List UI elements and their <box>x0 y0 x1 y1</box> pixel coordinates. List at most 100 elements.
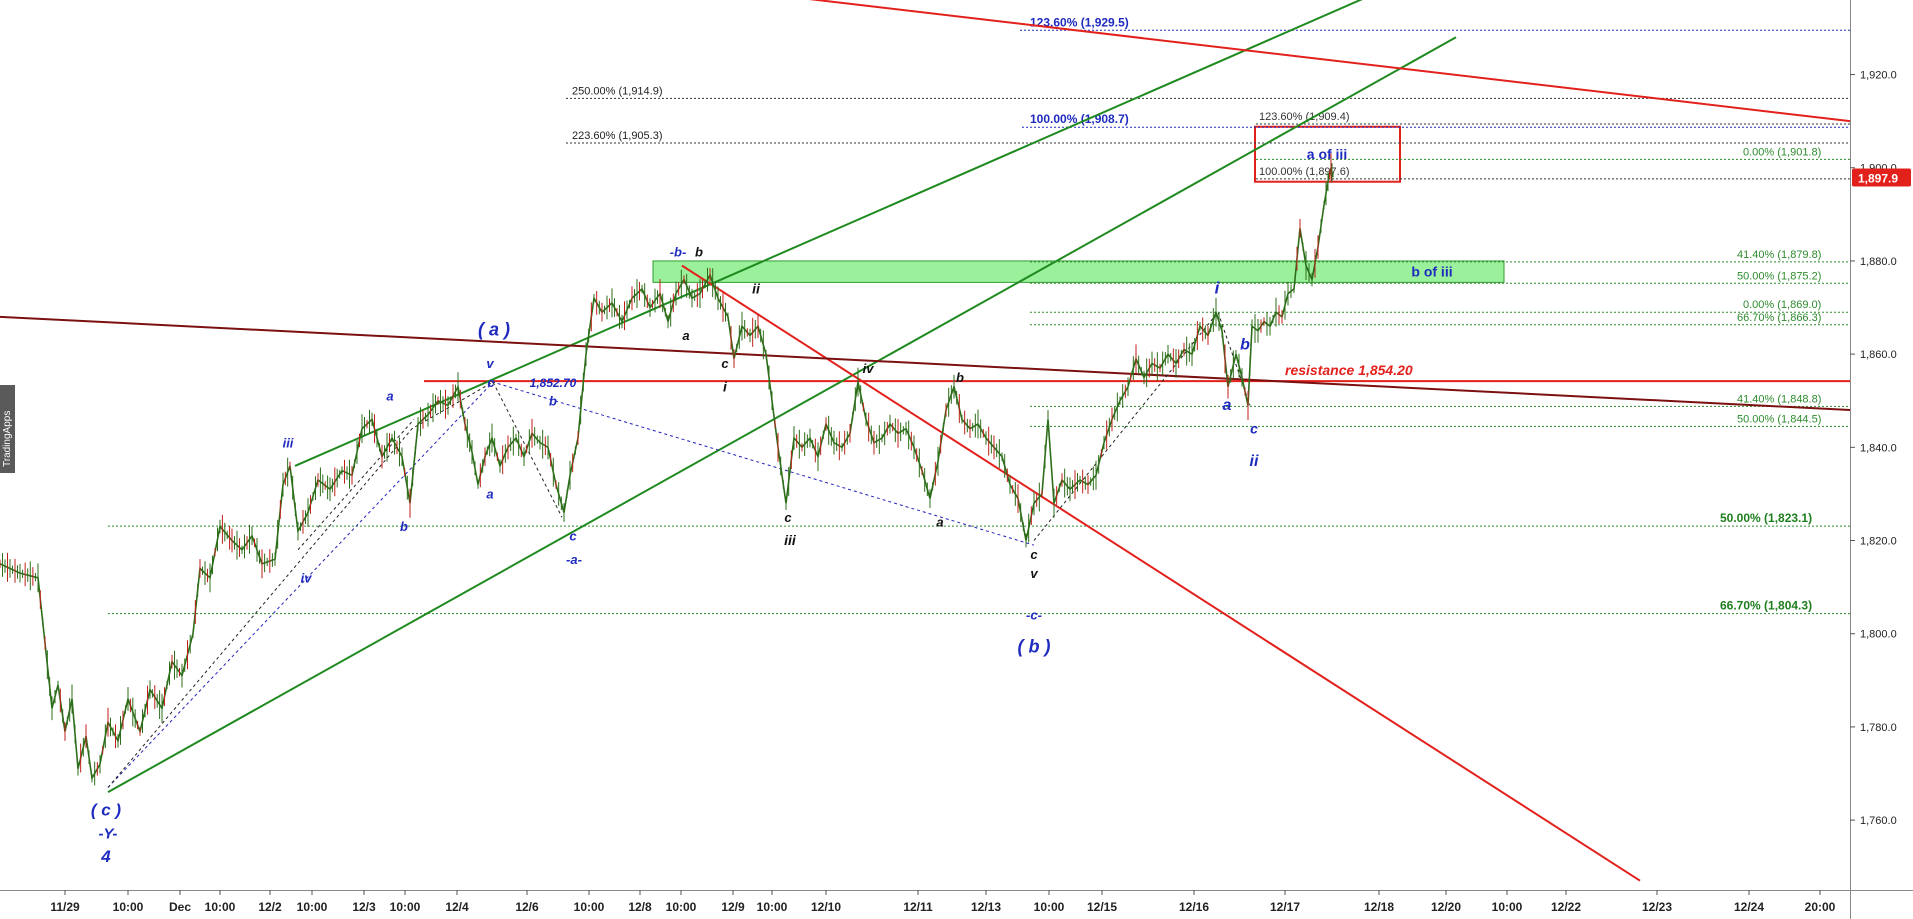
x-tick-label: 12/11 <box>903 900 933 914</box>
wave-label: ii <box>1250 453 1259 470</box>
wave-label: a <box>682 328 689 343</box>
side-tab[interactable]: TradingApps <box>0 385 15 473</box>
x-tick-label: 10:00 <box>574 900 605 914</box>
fib-label-12: 50.00% (1,844.5) <box>1737 413 1821 425</box>
fib-label-5: 0.00% (1,901.8) <box>1743 146 1821 158</box>
price-badge <box>1852 168 1911 187</box>
x-tick-label: 10:00 <box>297 900 328 914</box>
wave-label: -a- <box>566 552 582 567</box>
wave-label: b <box>400 519 408 534</box>
wave-label: iii <box>283 435 294 450</box>
x-tick-label: 12/10 <box>811 900 841 914</box>
trendline-3[interactable] <box>681 264 1641 882</box>
wave-label: i <box>1215 279 1221 298</box>
x-tick-label: 10:00 <box>1492 900 1523 914</box>
zone-label-1: a of iii <box>1307 146 1347 162</box>
fib-label-8: 50.00% (1,875.2) <box>1737 270 1821 282</box>
x-tick-label: 10:00 <box>666 900 697 914</box>
plot-area <box>0 0 1850 890</box>
fib-label-13: 50.00% (1,823.1) <box>1720 511 1812 525</box>
wave-label: ii <box>752 281 761 297</box>
wave-label: 1,852.70 <box>530 376 577 390</box>
y-tick-label: 1,760.0 <box>1860 815 1897 827</box>
wave-label: -c- <box>1026 608 1042 623</box>
wave-label: c <box>569 529 577 544</box>
fib-label-11: 41.40% (1,848.8) <box>1737 393 1821 405</box>
x-tick-label: 10:00 <box>390 900 421 914</box>
side-tab-label: TradingApps <box>2 410 13 467</box>
wave-label: ( c ) <box>91 800 122 819</box>
x-tick-label: 12/4 <box>445 900 469 914</box>
fib-label-10: 66.70% (1,866.3) <box>1737 312 1821 324</box>
x-tick-label: 10:00 <box>205 900 236 914</box>
x-tick-label: 12/23 <box>1642 900 1672 914</box>
x-tick-label: 20:00 <box>1805 900 1836 914</box>
wave-path-3 <box>1033 311 1251 541</box>
x-tick-label: 12/3 <box>352 900 376 914</box>
x-tick-label: 12/9 <box>721 900 745 914</box>
wave-label: iii <box>784 532 797 548</box>
wave-label: c <box>784 510 792 525</box>
fib-label-9: 0.00% (1,869.0) <box>1743 299 1821 311</box>
y-tick-label: 1,860.0 <box>1860 349 1897 361</box>
wave-label: a <box>486 487 493 502</box>
wave-label: -Y- <box>99 826 118 843</box>
trendline-0[interactable] <box>294 0 1456 467</box>
y-tick-label: 1,920.0 <box>1860 70 1897 82</box>
wave-label: c <box>487 375 495 390</box>
fib-label-2: 100.00% (1,908.7) <box>1030 112 1129 126</box>
zone-label-0: b of iii <box>1411 264 1452 280</box>
fib-label-0: 123.60% (1,929.5) <box>1030 15 1129 29</box>
wave-label: a <box>936 515 943 530</box>
wave-label: ( a ) <box>478 319 510 339</box>
fib-label-7: 41.40% (1,879.8) <box>1737 249 1821 261</box>
x-tick-label: 12/22 <box>1551 900 1581 914</box>
x-tick-label: Dec <box>169 900 191 914</box>
x-tick-label: 12/20 <box>1431 900 1461 914</box>
x-tick-label: 12/13 <box>971 900 1001 914</box>
zone-box-0 <box>652 260 1505 283</box>
wave-label: b <box>1240 336 1250 353</box>
fib-label-3: 123.60% (1,909.4) <box>1259 111 1350 123</box>
wave-label: c <box>1030 547 1038 562</box>
wave-label: v <box>486 356 494 371</box>
wave-label: ( b ) <box>1018 636 1051 656</box>
wave-label: i <box>723 378 728 394</box>
x-tick-label: 12/8 <box>628 900 652 914</box>
x-tick-label: 12/24 <box>1734 900 1764 914</box>
resistance-label: resistance 1,854.20 <box>1285 362 1413 378</box>
wave-label: b <box>695 244 703 259</box>
fib-label-1: 250.00% (1,914.9) <box>572 85 663 97</box>
y-tick-label: 1,800.0 <box>1860 629 1897 641</box>
wave-label: iv <box>863 361 875 376</box>
wave-label: iv <box>301 570 313 585</box>
x-tick-label: 12/2 <box>258 900 282 914</box>
wave-label: a <box>386 389 393 404</box>
y-tick-label: 1,780.0 <box>1860 722 1897 734</box>
x-tick-label: 12/15 <box>1087 900 1117 914</box>
trendline-1[interactable] <box>107 36 1457 794</box>
x-tick-label: 12/18 <box>1364 900 1394 914</box>
x-tick-label: 11/29 <box>50 900 80 914</box>
x-tick-label: 10:00 <box>757 900 788 914</box>
wave-label: -b- <box>670 244 687 259</box>
x-tick-label: 12/6 <box>515 900 539 914</box>
x-tick-label: 12/16 <box>1179 900 1209 914</box>
price-badge-label: 1,897.9 <box>1858 172 1898 186</box>
wave-label: b <box>956 370 964 385</box>
wave-label: b <box>549 393 557 408</box>
x-tick-label: 10:00 <box>1034 900 1065 914</box>
x-tick-label: 12/17 <box>1270 900 1300 914</box>
wave-label: c <box>1250 420 1258 436</box>
trendline-4[interactable] <box>0 315 1851 412</box>
y-tick-label: 1,880.0 <box>1860 256 1897 268</box>
wave-label: c <box>721 356 729 371</box>
y-tick-label: 1,820.0 <box>1860 536 1897 548</box>
fib-label-4: 223.60% (1,905.3) <box>572 130 663 142</box>
wave-label: a <box>1223 397 1232 414</box>
fib-label-6: 100.00% (1,897.6) <box>1259 166 1350 178</box>
trendline-2[interactable] <box>460 0 1851 123</box>
wave-label: 4 <box>100 847 111 866</box>
